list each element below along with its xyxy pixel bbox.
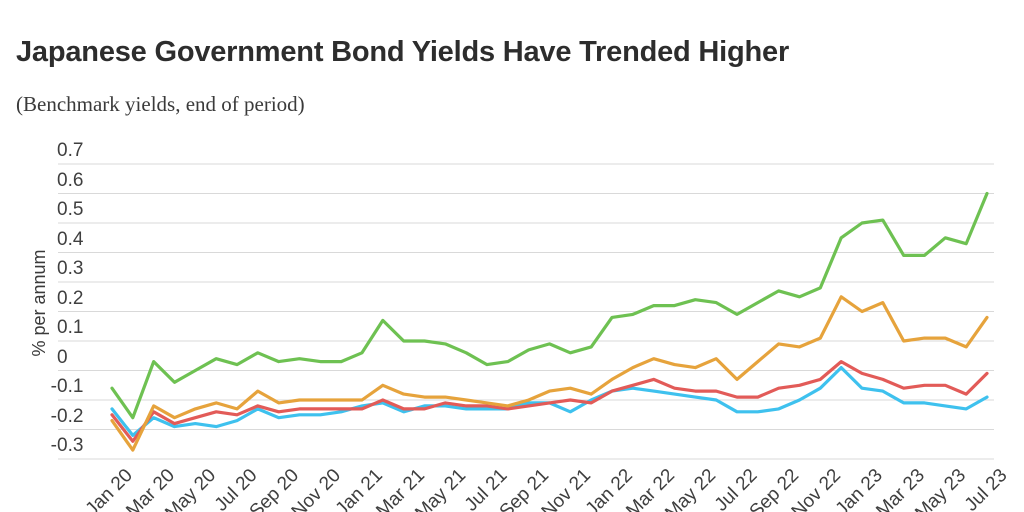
chart-title: Japanese Government Bond Yields Have Tre…	[16, 36, 790, 68]
chart-subtitle: (Benchmark yields, end of period)	[16, 92, 305, 116]
minus-sign: -	[50, 435, 57, 456]
line-series-green	[110, 191, 989, 420]
y-tick-label: -0.3	[50, 435, 84, 456]
y-tick-label: 0.1	[57, 317, 84, 338]
y-tick-label: 0.4	[57, 228, 84, 250]
y-tick-label: 0.7	[57, 140, 84, 161]
line-series-orange	[110, 295, 989, 452]
y-tick-label: 0	[57, 346, 68, 368]
y-tick-label: -0.2	[50, 405, 84, 427]
line-series-red	[110, 360, 989, 443]
y-tick-label: 0.2	[57, 287, 84, 309]
y-tick-label: 0.6	[57, 169, 84, 191]
y-tick-label: 0.5	[57, 199, 84, 220]
minus-sign: -	[50, 405, 57, 427]
y-tick-label: 0.3	[57, 258, 84, 279]
y-tick-label: -0.1	[50, 376, 84, 397]
minus-sign: -	[50, 376, 57, 397]
